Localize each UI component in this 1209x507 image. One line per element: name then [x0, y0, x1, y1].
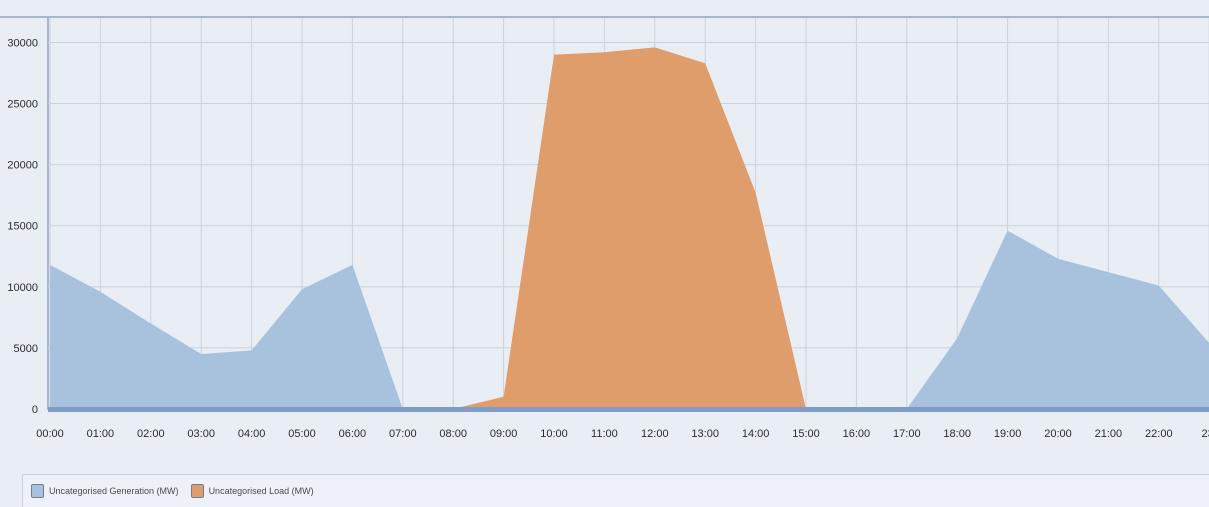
x-tick-label: 13:00	[691, 428, 719, 440]
x-tick-label: 06:00	[339, 428, 367, 440]
x-tick-label: 09:00	[490, 428, 518, 440]
area-chart: 0 5000 10000 15000 20000 25000 30000 00:00 01:0…	[0, 16, 1209, 440]
x-tick-label: 08:00	[439, 428, 467, 440]
x-tick-label: 04:00	[238, 428, 266, 440]
y-axis-tick-labels: 0 5000 10000 15000 20000 25000 30000	[7, 37, 38, 416]
x-axis-tick-labels: 00:00 01:00 02:00 03:00 04:00 05:00 06:00 07:00…	[36, 428, 1209, 440]
x-tick-label: 17:00	[893, 428, 921, 440]
x-tick-label: 19:00	[994, 428, 1022, 440]
x-tick-label: 20:00	[1044, 428, 1072, 440]
x-tick-label: 12:00	[641, 428, 669, 440]
x-tick-label: 16:00	[843, 428, 871, 440]
y-tick-label: 30000	[7, 37, 38, 49]
legend-item-generation[interactable]: Uncategorised Generation (MW)	[31, 484, 179, 498]
x-tick-label: 02:00	[137, 428, 165, 440]
x-tick-label: 15:00	[792, 428, 820, 440]
x-tick-label: 14:00	[742, 428, 770, 440]
x-tick-label: 01:00	[87, 428, 115, 440]
legend-label-load: Uncategorised Load (MW)	[208, 486, 314, 496]
x-tick-label: 05:00	[288, 428, 316, 440]
legend-swatch-generation	[31, 484, 44, 498]
y-tick-label: 15000	[7, 221, 38, 233]
legend-swatch-load	[190, 484, 204, 498]
x-tick-label: 00:00	[36, 428, 64, 440]
legend-item-load[interactable]: Uncategorised Load (MW)	[190, 484, 314, 498]
x-tick-label: 11:00	[591, 428, 618, 440]
series-area-generation	[50, 230, 1209, 409]
y-tick-label: 10000	[7, 282, 38, 294]
y-tick-label: 0	[32, 404, 38, 416]
legend-label-generation: Uncategorised Generation (MW)	[49, 486, 179, 496]
legend: Uncategorised Generation (MW) Uncategori…	[22, 474, 1209, 507]
x-tick-label: 07:00	[389, 428, 417, 440]
y-tick-label: 20000	[7, 160, 38, 172]
x-axis-line	[48, 407, 1209, 412]
series-area-load	[50, 47, 1209, 409]
x-tick-label: 10:00	[540, 428, 568, 440]
x-tick-label: 03:00	[187, 428, 215, 440]
x-tick-label: 18:00	[943, 428, 971, 440]
x-tick-label: 22:00	[1145, 428, 1173, 440]
x-tick-label: 23:	[1202, 428, 1209, 440]
x-tick-label: 21:00	[1095, 428, 1123, 440]
y-tick-label: 25000	[7, 99, 38, 111]
y-tick-label: 5000	[14, 343, 38, 355]
